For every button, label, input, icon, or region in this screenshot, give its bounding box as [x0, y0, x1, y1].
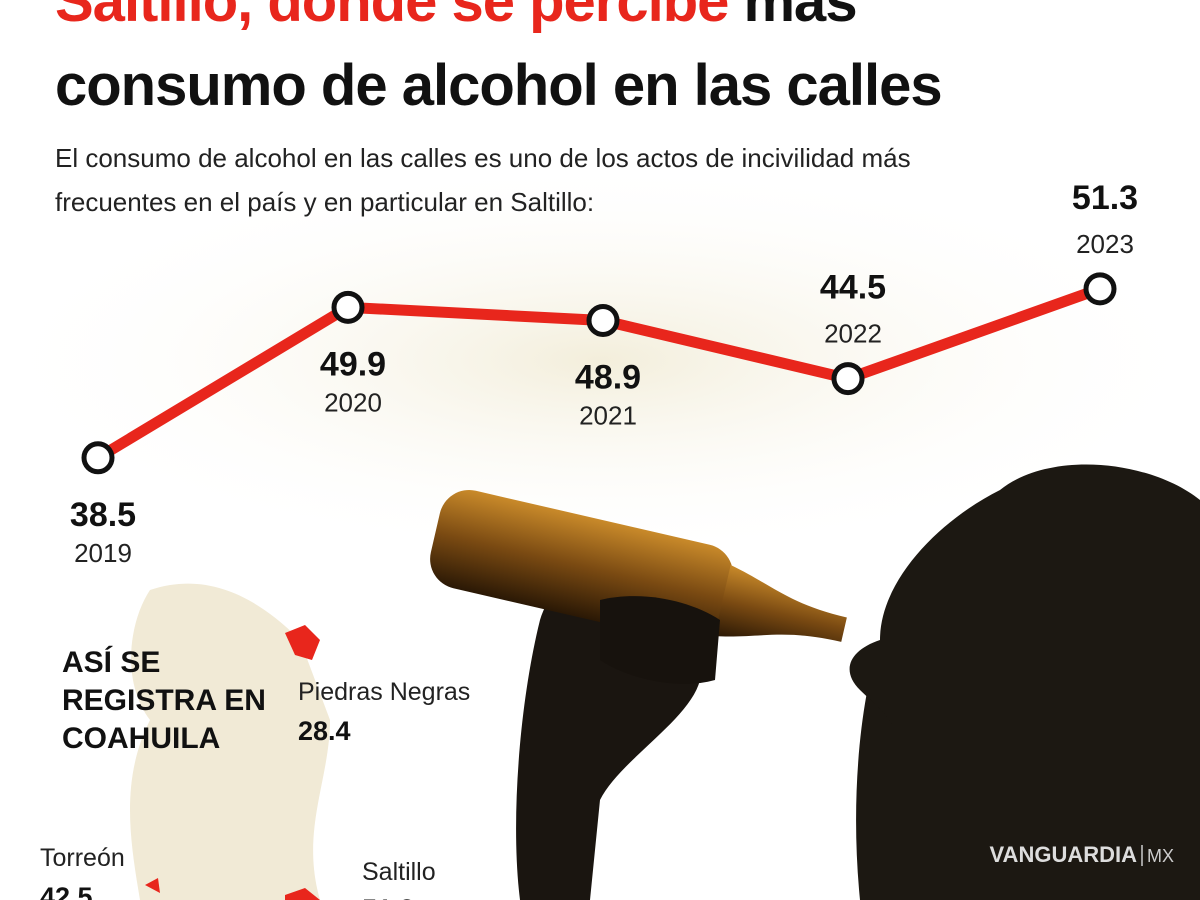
map-region	[285, 888, 320, 900]
category-label: 2021	[579, 401, 637, 431]
value-label: 49.9	[320, 345, 386, 383]
bottle-neck	[714, 565, 847, 642]
hand-silhouette	[600, 596, 720, 684]
map-title: ASÍ SE REGISTRA EN COAHUILA	[62, 645, 266, 755]
value-label: 44.5	[820, 269, 886, 307]
brand-name: VANGUARDIA	[990, 842, 1138, 867]
city-value: 42.5	[40, 882, 93, 900]
category-label: 2022	[824, 319, 882, 349]
value-label: 48.9	[575, 359, 641, 397]
background-glow	[0, 160, 1200, 560]
category-label: 2020	[324, 387, 382, 417]
data-point	[1083, 272, 1117, 306]
city-name: Saltillo	[362, 858, 436, 886]
map-title-line: REGISTRA EN	[62, 684, 266, 717]
subtitle: El consumo de alcohol en las calles es u…	[55, 143, 911, 217]
map-shape	[130, 583, 330, 900]
title: Saltillo, donde se percibe más consumo d…	[55, 0, 1065, 128]
map-region	[145, 878, 160, 893]
title-highlight: Saltillo, donde se percibe	[55, 0, 729, 34]
data-point	[331, 290, 365, 324]
city-value: 28.4	[298, 716, 351, 746]
map-title-line: ASÍ SE	[62, 645, 160, 679]
city-name: Torreón	[40, 844, 125, 872]
city-name: Piedras Negras	[298, 678, 470, 706]
brand-suffix: MX	[1147, 846, 1174, 866]
data-point	[586, 304, 620, 338]
category-label: 2023	[1076, 229, 1134, 259]
value-label: 51.3	[1072, 179, 1138, 217]
value-label: 38.5	[70, 496, 136, 534]
face-silhouette	[849, 640, 1000, 760]
city-value: 51.3	[362, 894, 415, 900]
data-point	[831, 362, 865, 396]
category-label: 2019	[74, 538, 132, 568]
data-point	[81, 441, 115, 475]
title-rest: más consumo de alcohol en las calles	[55, 0, 943, 118]
map-title-line: COAHUILA	[62, 722, 220, 755]
map-region	[285, 625, 320, 660]
head-silhouette	[856, 464, 1200, 900]
